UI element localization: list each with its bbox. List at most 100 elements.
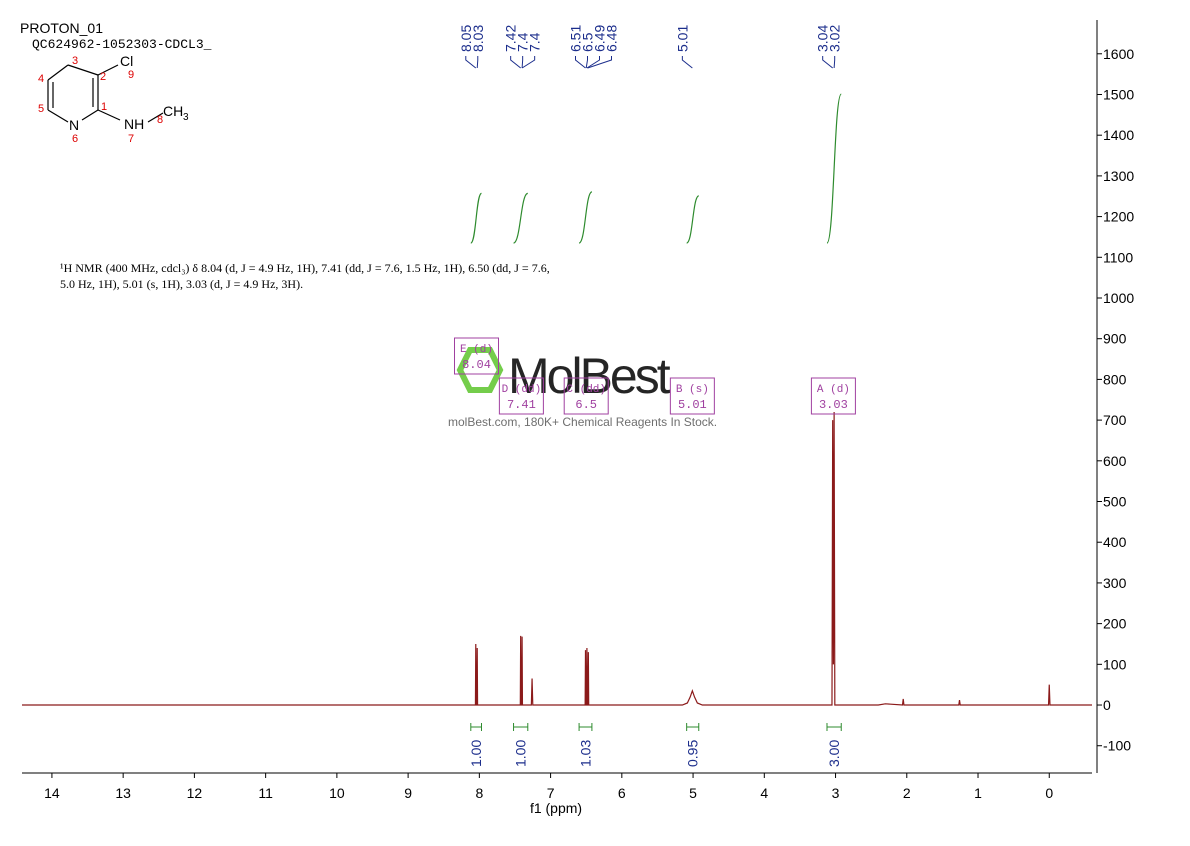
spectrum-line [22,411,1092,706]
y-tick-label: 1600 [1103,46,1134,62]
peak-label: 3.02 [827,25,843,52]
integral-curve [826,93,842,244]
multiplet-name: B (s) [676,384,709,396]
bond [47,109,69,123]
x-tick-label: 3 [832,785,840,801]
atom-number: 7 [128,133,134,145]
watermark-logo: MolBest [508,348,671,404]
multiplet-name: C (dd) [566,384,606,396]
x-tick-label: 4 [760,785,768,801]
multiplet-shift: 8.04 [462,358,491,372]
y-tick-label: 800 [1103,371,1127,387]
integral-label: 0.95 [685,740,701,767]
atom-number: 5 [38,103,44,115]
peak-label: 7.4 [527,32,543,52]
peak-leader [586,56,600,69]
bond [47,64,69,81]
peak-label: 5.01 [674,25,690,52]
x-tick-label: 5 [689,785,697,801]
atom-number: 2 [100,71,106,83]
x-tick-label: 12 [187,785,203,801]
bond [81,109,99,121]
chart-subtitle: QC624962-1052303-CDCL3_ [32,37,212,52]
peak-label: 6.49 [591,25,607,52]
integral-bracket [686,723,700,731]
description-line: ¹H NMR (400 MHz, cdcl₃) δ 8.04 (d, J = 4… [60,261,550,275]
peak-leader [521,56,524,69]
multiplet-box [810,377,856,415]
multiplet-shift: 3.03 [819,398,848,412]
x-axis-label: f1 (ppm) [530,800,582,816]
y-tick-label: -100 [1103,738,1131,754]
logo-hexagon [456,347,504,393]
integral-curve [512,192,529,244]
structure [47,64,164,123]
x-tick-label: 10 [329,785,345,801]
multiplet-box [563,377,609,415]
y-tick-label: 1300 [1103,168,1134,184]
peak-label: 8.03 [470,25,486,52]
x-tick-label: 11 [258,785,273,801]
y-tick-label: 600 [1103,453,1127,469]
x-tick-label: 2 [903,785,911,801]
multiplet-name: E (d) [460,344,493,356]
integral-curve [686,195,700,244]
x-tick-label: 9 [404,785,412,801]
integral-curve [578,191,593,244]
multiplet-shift: 5.01 [678,398,707,412]
chart-title: PROTON_01 [20,20,103,36]
y-tick-label: 200 [1103,616,1127,632]
x-tick-label: 1 [974,785,982,801]
integral-label: 1.00 [468,740,484,767]
multiplet-box [454,337,500,375]
y-tick-label: 1400 [1103,127,1134,143]
peak-leader [681,56,693,69]
y-tick-label: 300 [1103,575,1127,591]
y-tick-label: 0 [1103,697,1111,713]
integral-bracket [578,723,593,731]
y-tick-label: 500 [1103,494,1127,510]
peak-label: 6.48 [603,25,619,52]
y-tick-label: 700 [1103,412,1127,428]
x-tick-label: 7 [547,785,555,801]
multiplet-box [498,377,544,415]
atom-subscript: 3 [183,112,189,123]
multiplet-box [669,377,715,415]
description-line: 5.0 Hz, 1H), 5.01 (s, 1H), 3.03 (d, J = … [60,277,303,291]
y-tick-label: 1100 [1103,249,1133,265]
peak-leader [521,56,536,69]
x-tick-label: 6 [618,785,626,801]
atom: CH [163,103,183,119]
x-tick-label: 14 [44,785,60,801]
integral-bracket [470,723,482,731]
integral-label: 1.00 [513,740,529,767]
multiplet-shift: 6.5 [575,398,597,412]
bond [67,64,99,76]
multiplet-name: D (dd) [502,384,542,396]
bond [97,64,119,76]
y-tick-label: 1200 [1103,209,1134,225]
peak-leader [465,56,477,69]
multiplet-shift: 7.41 [507,398,536,412]
peak-label: 6.5 [579,32,595,52]
integral-bracket [826,723,842,731]
bond [97,109,121,121]
atom: NH [124,116,144,132]
x-tick-label: 13 [115,785,131,801]
atom-number: 9 [128,69,134,81]
y-tick-label: 900 [1103,331,1127,347]
peak-label: 7.42 [503,25,519,52]
y-tick-label: 1000 [1103,290,1134,306]
peak-label: 3.04 [815,25,831,52]
peak-leader [476,56,479,69]
peak-leader [833,56,836,69]
y-tick-label: 400 [1103,534,1127,550]
peak-leader [510,56,521,69]
atom: N [69,117,79,133]
watermark-text: molBest.com, 180K+ Chemical Reagents In … [448,415,717,429]
peak-leader [587,56,612,69]
multiplet-name: A (d) [817,384,850,396]
integral-label: 1.03 [577,740,593,767]
integral-curve [470,192,483,244]
